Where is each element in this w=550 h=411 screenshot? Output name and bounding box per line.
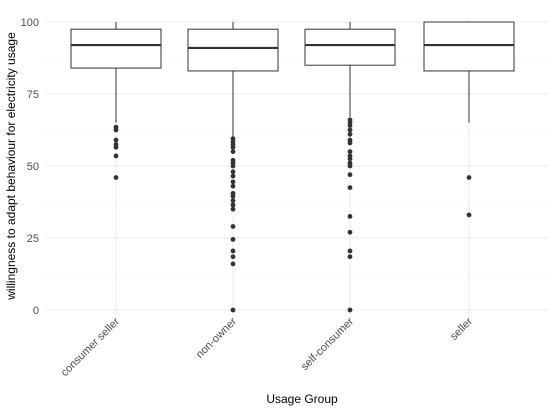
y-tick-label: 0 (33, 305, 39, 317)
outlier-point (230, 224, 236, 229)
outlier-point (230, 307, 236, 313)
iqr-box (70, 28, 162, 69)
iqr-box (304, 28, 396, 66)
outlier-point (230, 163, 236, 169)
outlier-point (113, 175, 119, 180)
y-tick-label: 100 (21, 17, 39, 29)
y-axis-ticks: 0 25 50 75 100 (21, 17, 39, 317)
y-tick-label: 25 (27, 233, 39, 245)
x-tick-label: seller (448, 315, 475, 342)
outlier-point (347, 185, 353, 191)
outlier-point (230, 169, 236, 175)
outlier-point (230, 198, 236, 203)
outlier-point (466, 212, 472, 218)
outlier-point (347, 163, 353, 169)
iqr-box (423, 21, 515, 72)
boxes (70, 21, 515, 313)
outlier-point (113, 127, 119, 133)
outlier-point (347, 254, 353, 260)
outlier-point (230, 183, 236, 189)
x-tick-label: consumer seller (59, 315, 123, 379)
outlier-point (230, 149, 236, 155)
outlier-point (230, 248, 236, 254)
outlier-point (230, 144, 236, 150)
box-non-owner (187, 22, 279, 313)
outlier-point (347, 156, 353, 162)
outlier-point (347, 127, 353, 133)
outlier-point (347, 214, 353, 219)
outlier-point (230, 173, 236, 179)
outlier-point (347, 140, 353, 146)
outlier-point (347, 131, 353, 137)
outlier-point (230, 261, 236, 267)
box-consumer-seller (70, 22, 162, 180)
outlier-point (347, 149, 353, 155)
box-self-consumer (304, 22, 396, 313)
y-axis-title: willingness to adapt behaviour for elect… (4, 32, 18, 301)
x-axis-title: Usage Group (266, 392, 338, 406)
y-tick-label: 50 (27, 161, 39, 173)
outlier-point (466, 175, 472, 180)
x-tick-label: non-owner (194, 315, 239, 360)
outlier-point (113, 144, 119, 150)
outlier-point (230, 254, 236, 260)
x-tick-label: self-consumer (299, 315, 357, 373)
outlier-point (230, 202, 236, 208)
outlier-point (347, 248, 353, 254)
outlier-point (347, 307, 353, 313)
outlier-point (347, 123, 353, 129)
box-seller (423, 21, 515, 218)
outlier-point (113, 137, 119, 143)
outlier-point (230, 193, 236, 199)
outlier-point (347, 172, 353, 178)
outlier-point (113, 153, 119, 159)
outlier-point (347, 229, 353, 235)
iqr-box (187, 28, 279, 72)
y-tick-label: 75 (27, 89, 39, 101)
outlier-point (230, 206, 236, 212)
outlier-point (230, 179, 236, 185)
x-axis-ticks: consumer seller non-owner self-consumer sel… (59, 315, 476, 379)
outlier-point (230, 237, 236, 242)
